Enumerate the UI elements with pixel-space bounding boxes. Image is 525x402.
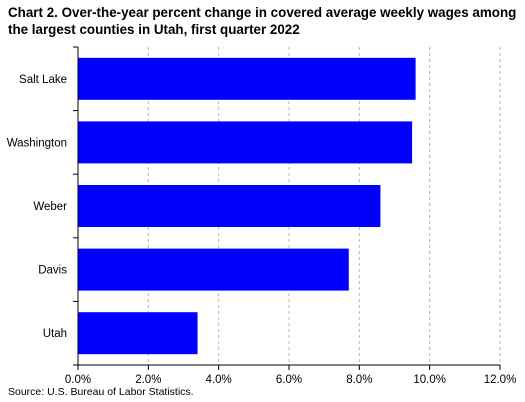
x-tick-label: 10.0% <box>413 374 446 386</box>
x-tick-label: 12.0% <box>484 374 517 386</box>
x-tick-labels: 0.0% 2.0% 4.0% 6.0% 8.0% 10.0% 12.0% <box>65 374 516 386</box>
axes <box>73 46 501 370</box>
category-label: Weber <box>33 201 67 213</box>
x-tick-label: 4.0% <box>206 374 232 386</box>
category-label: Salt Lake <box>19 74 67 86</box>
category-label: Davis <box>38 265 67 277</box>
chart-title: Chart 2. Over-the-year percent change in… <box>8 5 517 37</box>
bar <box>78 57 416 100</box>
x-tick-label: 8.0% <box>346 374 372 386</box>
gridlines <box>147 47 501 365</box>
bar <box>78 312 198 355</box>
x-tick-label: 0.0% <box>65 374 91 386</box>
bars <box>78 57 416 355</box>
bar <box>78 185 381 227</box>
x-tick-label: 6.0% <box>276 374 302 386</box>
x-tick-label: 2.0% <box>135 374 161 386</box>
category-labels: Salt Lake Washington Weber Davis Utah <box>7 74 68 340</box>
bar <box>78 121 413 164</box>
bar <box>78 248 349 291</box>
category-label: Utah <box>43 328 67 340</box>
source-note: Source: U.S. Bureau of Labor Statistics. <box>8 386 194 398</box>
category-label: Washington <box>7 137 67 149</box>
